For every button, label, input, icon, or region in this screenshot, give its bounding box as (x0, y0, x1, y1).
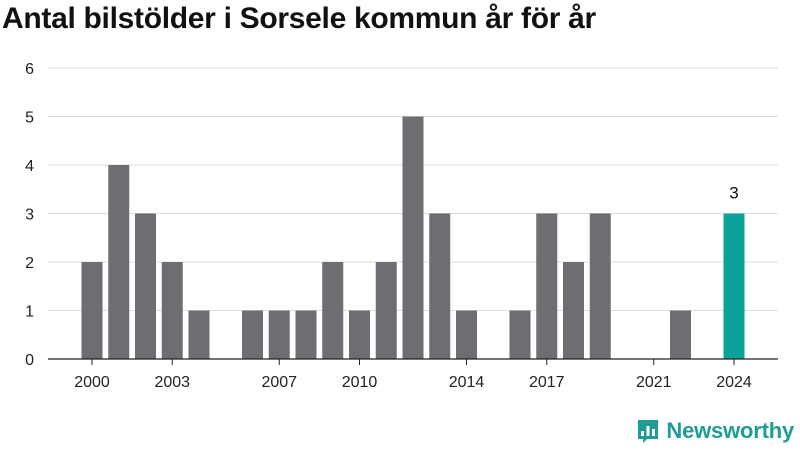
y-tick-label: 3 (25, 207, 34, 224)
bar-2024 (723, 213, 745, 359)
bar-2014 (456, 310, 477, 359)
bar-2006 (242, 310, 263, 359)
brand-name: Newsworthy (666, 418, 794, 443)
y-tick-label: 1 (25, 304, 34, 321)
bar-2002 (135, 213, 156, 359)
bar-2009 (322, 262, 344, 359)
bar-2022 (670, 310, 691, 359)
y-tick-label: 2 (25, 255, 34, 272)
value-labels: 3 (729, 184, 738, 203)
bar-2012 (402, 116, 424, 359)
bars (81, 116, 745, 359)
bar-2001 (108, 165, 130, 359)
chart-title: Antal bilstölder i Sorsele kommun år för… (2, 2, 596, 35)
x-tick-label: 2021 (636, 374, 672, 391)
y-tick-label: 5 (25, 110, 34, 127)
x-axis-ticks: 2000 2003 2007 2010 2014 2017 2021 2024 (74, 359, 752, 391)
y-axis-ticks: 0 1 2 3 4 5 6 (25, 61, 34, 369)
bar-2004 (188, 310, 210, 359)
bar-2018 (563, 262, 584, 359)
bar-2007 (268, 310, 290, 359)
y-tick-label: 0 (25, 352, 34, 369)
bar-2013 (429, 213, 451, 359)
newsworthy-brand: Newsworthy (636, 418, 794, 444)
bar-2008 (295, 310, 317, 359)
y-tick-label: 6 (25, 61, 34, 78)
x-tick-label: 2007 (261, 374, 297, 391)
bar-2011 (375, 262, 397, 359)
bar-2000 (81, 262, 103, 359)
bar-2019 (589, 213, 611, 359)
x-tick-label: 2010 (342, 374, 378, 391)
y-tick-label: 4 (25, 158, 34, 175)
x-tick-label: 2024 (716, 374, 752, 391)
bar-2016 (509, 310, 531, 359)
bar-2003 (161, 262, 183, 359)
bar-2017 (536, 213, 558, 359)
newsworthy-logo-icon (638, 420, 659, 443)
bar-2010 (349, 310, 370, 359)
x-tick-label: 2017 (529, 374, 565, 391)
x-tick-label: 2000 (74, 374, 110, 391)
x-tick-label: 2003 (154, 374, 190, 391)
value-label-2024: 3 (729, 184, 738, 203)
x-tick-label: 2014 (449, 374, 485, 391)
